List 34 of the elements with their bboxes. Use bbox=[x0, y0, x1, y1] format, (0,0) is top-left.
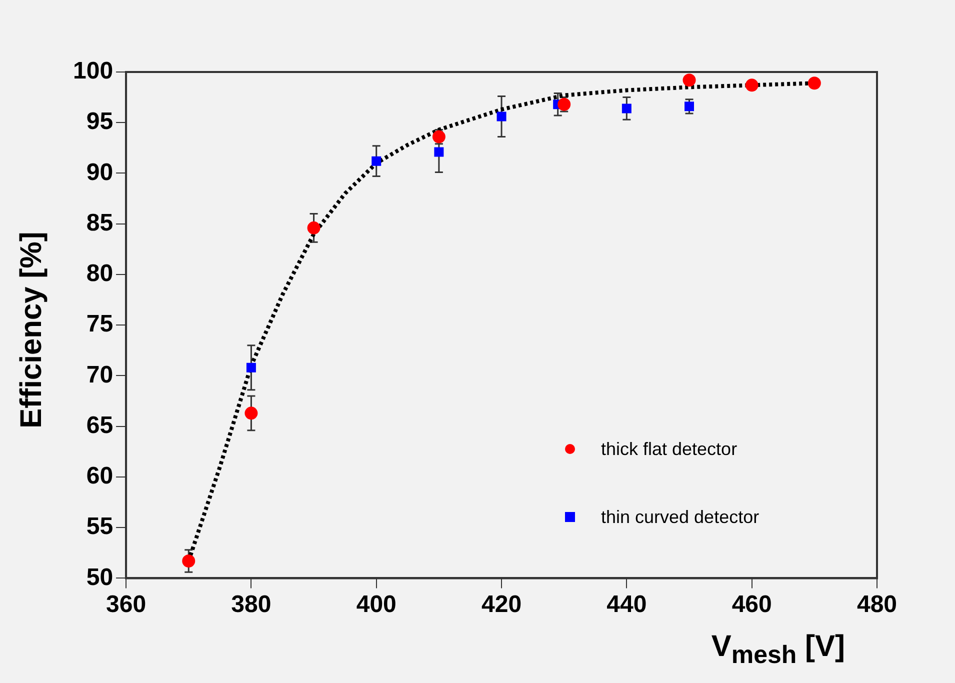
point bbox=[496, 112, 506, 122]
x-tick-label: 480 bbox=[856, 591, 898, 618]
point bbox=[745, 78, 758, 92]
point bbox=[246, 362, 256, 372]
x-tick-label: 460 bbox=[732, 591, 772, 618]
legend-label: thick flat detector bbox=[601, 438, 738, 460]
x-tick-label: 440 bbox=[606, 591, 647, 618]
point bbox=[434, 147, 444, 157]
y-tick-label: 55 bbox=[86, 513, 114, 540]
point bbox=[808, 76, 821, 90]
x-tick-label: 420 bbox=[482, 591, 522, 618]
x-tick-label: 380 bbox=[231, 591, 272, 618]
y-tick-label: 95 bbox=[86, 108, 114, 136]
y-axis-title: Efficiency [%] bbox=[15, 232, 49, 428]
x-axis-title: V$_{mesh}$ [V] bbox=[711, 630, 845, 670]
point bbox=[682, 74, 696, 87]
y-tick-label: 90 bbox=[86, 158, 114, 186]
y-tick-label: 75 bbox=[86, 310, 114, 338]
point bbox=[684, 102, 694, 112]
y-tick-label: 70 bbox=[86, 361, 114, 388]
y-tick-label: 100 bbox=[72, 58, 114, 85]
y-tick-label: 65 bbox=[86, 412, 114, 439]
x-tick-label: 400 bbox=[356, 591, 396, 618]
y-tick-label: 80 bbox=[86, 260, 114, 288]
point bbox=[244, 406, 258, 420]
y-tick-label: 60 bbox=[86, 462, 114, 490]
x-tick-label: 360 bbox=[106, 591, 146, 618]
point bbox=[307, 221, 320, 234]
y-tick-label: 85 bbox=[86, 209, 114, 236]
point bbox=[372, 156, 382, 166]
legend-label: thin curved detector bbox=[601, 506, 760, 528]
y-tick-label: 50 bbox=[86, 564, 114, 591]
point bbox=[622, 104, 632, 114]
point bbox=[182, 554, 196, 568]
